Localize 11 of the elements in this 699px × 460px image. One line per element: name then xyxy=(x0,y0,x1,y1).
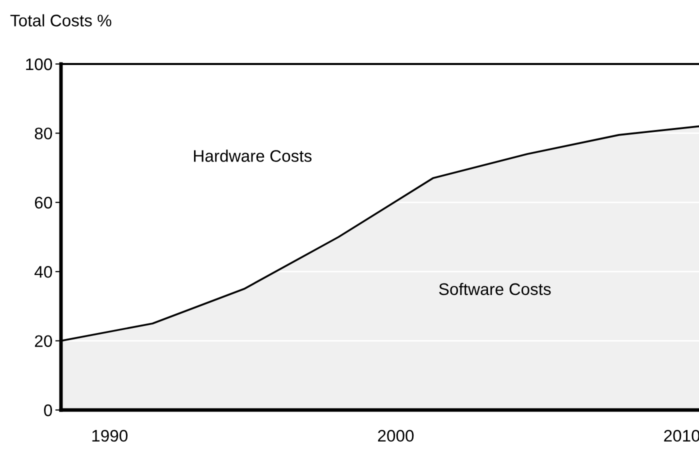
y-tick-label: 100 xyxy=(26,58,52,70)
x-tick-label: 1990 xyxy=(92,430,128,442)
x-tick-label: 2000 xyxy=(378,430,414,442)
annotation: Hardware Costs xyxy=(194,150,312,162)
y-tick-label: 40 xyxy=(34,266,52,278)
y-tick-label: 80 xyxy=(34,128,52,140)
y-tick-label: 60 xyxy=(34,196,52,209)
y-tick-label: 0 xyxy=(44,404,52,416)
y-tick-label: 20 xyxy=(34,335,52,348)
y-axis-title: Total Costs % xyxy=(10,14,112,26)
annotation: Software Costs xyxy=(439,282,551,296)
